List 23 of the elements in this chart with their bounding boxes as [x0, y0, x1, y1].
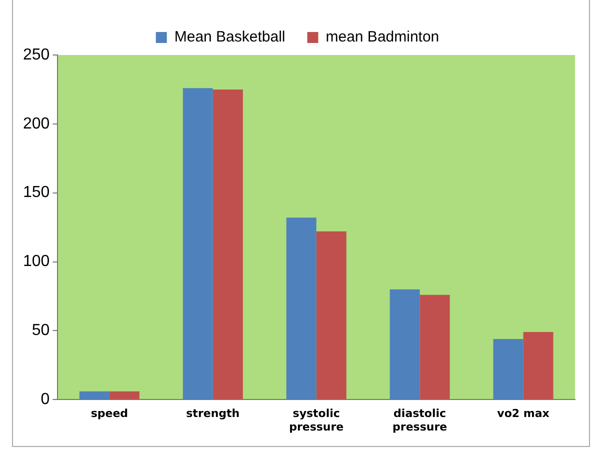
bar [182, 88, 213, 400]
x-tick-label: speed [90, 407, 128, 420]
bar [420, 294, 450, 400]
y-tick-label: 50 [32, 322, 50, 340]
x-tick-label: diastolic pressure [392, 407, 448, 434]
x-tick-label: vo2 max [497, 407, 550, 420]
bar [212, 89, 243, 400]
bar [523, 332, 554, 400]
y-tick-label: 0 [40, 391, 50, 408]
legend-label: mean Badminton [326, 28, 440, 46]
bar [493, 338, 524, 400]
bar [316, 231, 346, 400]
y-tick-label: 150 [22, 184, 50, 202]
x-tick-label: systolic pressure [289, 407, 344, 434]
legend-label: Mean Basketball [174, 28, 286, 46]
bar [79, 391, 110, 400]
x-tick-label: strength [186, 407, 240, 420]
bar [390, 289, 420, 400]
bar [109, 391, 140, 400]
y-tick-label: 200 [22, 115, 50, 132]
bar [286, 218, 316, 400]
y-tick-label: 250 [22, 46, 50, 64]
y-tick-label: 100 [22, 253, 50, 270]
